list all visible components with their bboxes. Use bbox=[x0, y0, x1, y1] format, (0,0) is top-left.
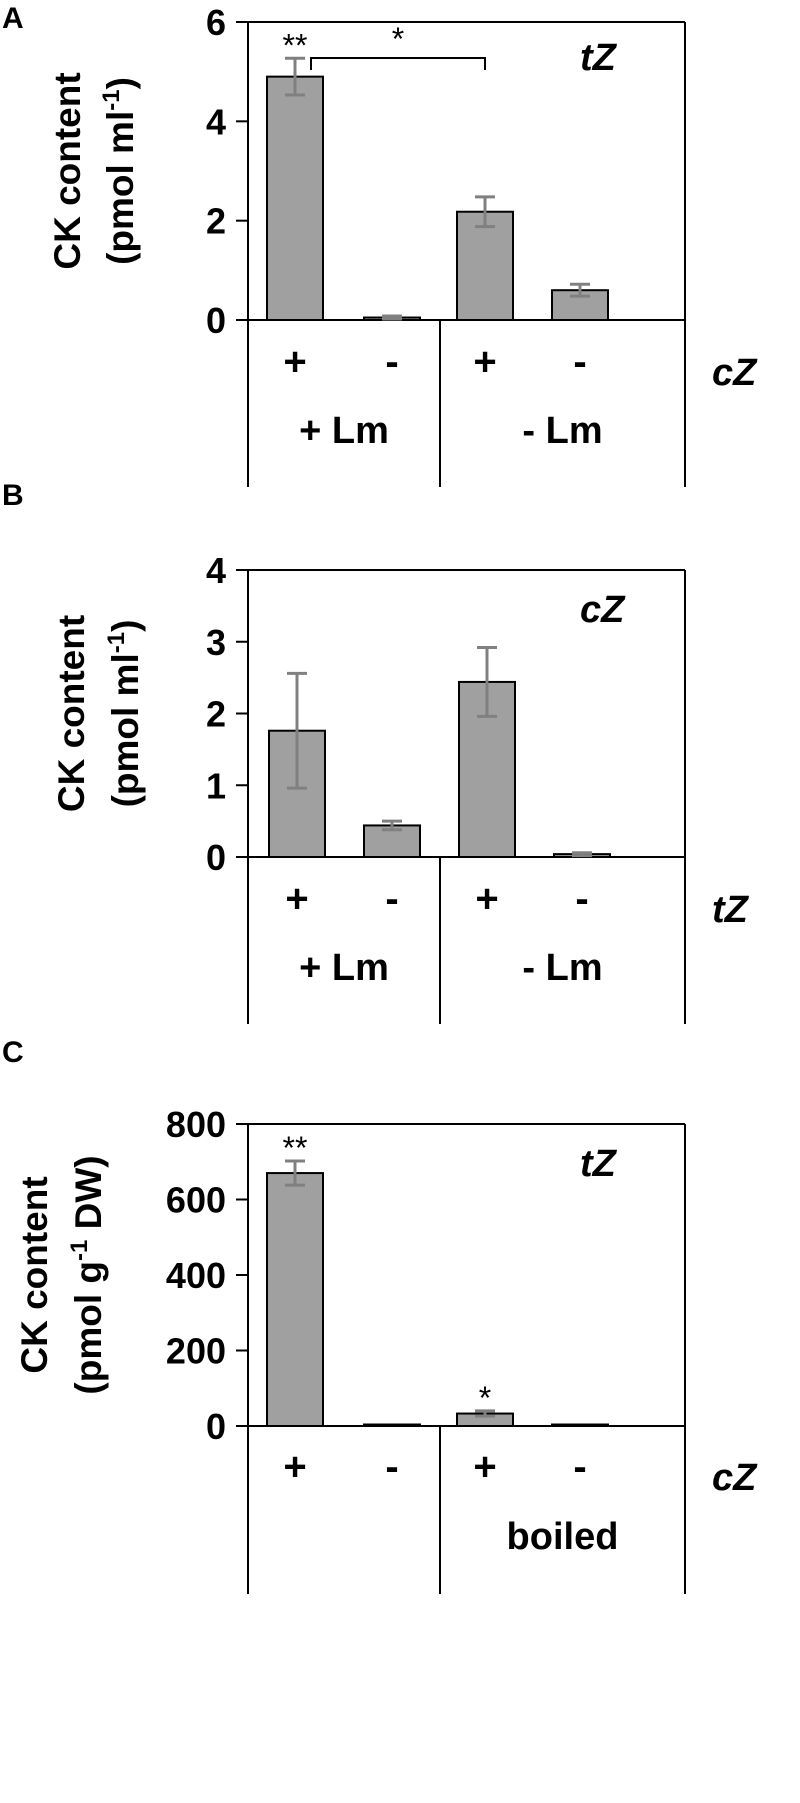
y-tick-label: 800 bbox=[166, 1104, 226, 1145]
significance-marker: * bbox=[479, 1380, 491, 1416]
y-axis-label-close: ) bbox=[105, 620, 146, 632]
significance-marker: ** bbox=[283, 27, 308, 63]
y-axis-label-line1: CK content bbox=[47, 72, 88, 269]
y-tick-label: 0 bbox=[206, 1406, 226, 1447]
y-tick-label: 4 bbox=[206, 101, 226, 142]
bar bbox=[266, 75, 324, 321]
bar bbox=[456, 210, 514, 321]
y-axis-label-superscript: -1 bbox=[98, 89, 125, 110]
significance-marker: ** bbox=[283, 1130, 308, 1166]
y-tick-label: 200 bbox=[166, 1331, 226, 1372]
y-tick-label: 6 bbox=[206, 2, 226, 43]
bar bbox=[551, 1423, 609, 1427]
group-label: - Lm bbox=[522, 410, 602, 452]
category-label: - bbox=[385, 1445, 398, 1489]
chart-panel-b: B 0 1 2 3 4 CK content (pmol ml-1) cZ + - + - tZ + Lm -… bbox=[2, 479, 750, 1024]
category-label: - bbox=[573, 1445, 586, 1489]
y-axis-label-line2: (pmol ml-1) bbox=[103, 620, 146, 808]
category-row-label: tZ bbox=[712, 889, 750, 931]
significance-bracket bbox=[310, 57, 486, 70]
y-axis-label-line2: (pmol g-1 DW) bbox=[66, 1155, 109, 1394]
group-label: + Lm bbox=[299, 947, 389, 989]
category-label: - bbox=[573, 340, 586, 384]
y-axis-label-main: (pmol ml bbox=[105, 653, 146, 807]
category-label: + bbox=[283, 340, 306, 384]
group-label: + Lm bbox=[299, 410, 389, 452]
group-label: boiled bbox=[507, 1516, 619, 1558]
y-axis-label-line1: CK content bbox=[14, 1176, 55, 1373]
bar bbox=[266, 1172, 324, 1427]
panel-letter: B bbox=[2, 479, 24, 512]
bar bbox=[363, 1423, 421, 1427]
y-tick-label: 1 bbox=[206, 765, 226, 806]
chart-title: cZ bbox=[580, 589, 626, 631]
category-label: - bbox=[385, 877, 398, 921]
group-label: - Lm bbox=[522, 947, 602, 989]
category-row-label: cZ bbox=[712, 352, 758, 394]
category-label: + bbox=[473, 340, 496, 384]
category-label: + bbox=[283, 1445, 306, 1489]
chart-panel-c: C 0 200 400 600 800 CK content (pmol g-1 DW) tZ +… bbox=[2, 1036, 758, 1594]
y-tick-label: 2 bbox=[206, 201, 226, 242]
y-tick-label: 400 bbox=[166, 1255, 226, 1296]
category-label: - bbox=[385, 340, 398, 384]
y-axis-label-superscript: -1 bbox=[103, 632, 130, 653]
y-axis-label-close: ) bbox=[100, 77, 141, 89]
category-label: + bbox=[475, 877, 498, 921]
category-label: - bbox=[575, 877, 588, 921]
y-tick-label: 0 bbox=[206, 300, 226, 341]
y-axis-label-close: DW) bbox=[68, 1155, 109, 1239]
y-tick-label: 2 bbox=[206, 694, 226, 735]
panel-letter: C bbox=[2, 1036, 24, 1069]
y-axis-label-main: (pmol g bbox=[68, 1261, 109, 1395]
y-tick-label: 3 bbox=[206, 622, 226, 663]
significance-marker: * bbox=[392, 21, 404, 57]
y-axis-label-main: (pmol ml bbox=[100, 111, 141, 265]
y-tick-label: 600 bbox=[166, 1180, 226, 1221]
chart-title: tZ bbox=[580, 1143, 618, 1185]
y-tick-label: 4 bbox=[206, 550, 226, 591]
chart-title: tZ bbox=[580, 37, 618, 79]
y-axis-label-line2: (pmol ml-1) bbox=[98, 77, 141, 265]
y-axis-label-superscript: -1 bbox=[66, 1240, 93, 1261]
y-axis-label-line1: CK content bbox=[51, 615, 92, 812]
category-row-label: cZ bbox=[712, 1457, 758, 1499]
panel-letter: A bbox=[2, 2, 24, 35]
category-label: + bbox=[473, 1445, 496, 1489]
category-label: + bbox=[285, 877, 308, 921]
y-tick-label: 0 bbox=[206, 837, 226, 878]
